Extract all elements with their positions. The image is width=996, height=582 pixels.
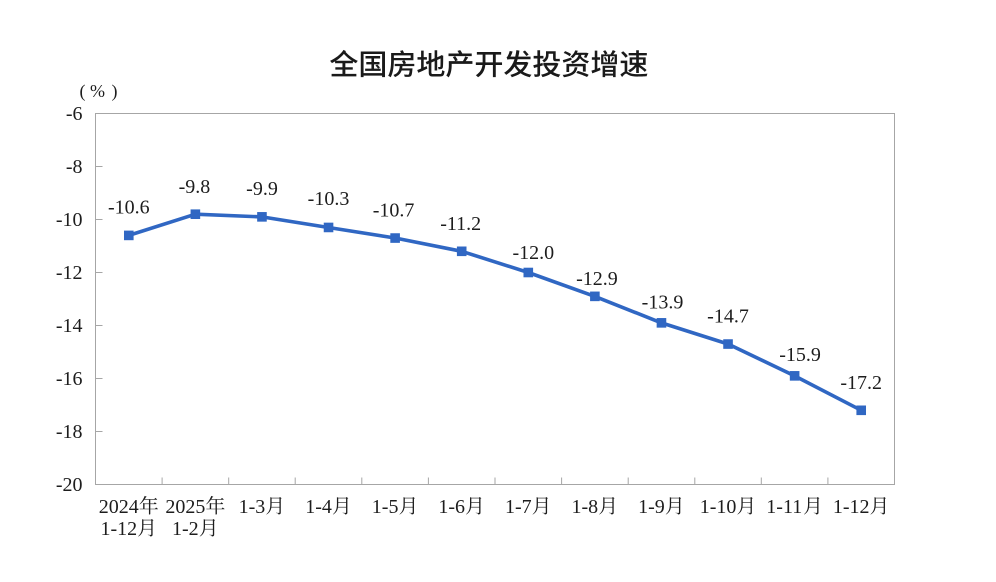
svg-text:1-2: 1-2: [172, 518, 199, 540]
svg-text:1-7: 1-7: [505, 496, 532, 518]
svg-text:-14.7: -14.7: [707, 306, 749, 328]
svg-text:): ): [112, 81, 118, 102]
svg-text:-12.0: -12.0: [512, 242, 554, 264]
svg-text:1-10: 1-10: [700, 496, 737, 518]
svg-text:-16: -16: [56, 368, 83, 390]
svg-text:-12.9: -12.9: [576, 268, 618, 290]
svg-text:-17.2: -17.2: [840, 372, 882, 394]
svg-text:-15.9: -15.9: [779, 344, 821, 366]
svg-text:-10: -10: [56, 209, 83, 231]
svg-text:1-8: 1-8: [572, 496, 599, 518]
svg-text:1-5: 1-5: [372, 496, 399, 518]
svg-text:1-4: 1-4: [305, 496, 332, 518]
svg-text:-14: -14: [56, 315, 83, 337]
svg-text:1-3: 1-3: [239, 496, 266, 518]
svg-text:-9.9: -9.9: [246, 178, 278, 200]
svg-text:2025: 2025: [165, 496, 205, 518]
svg-text:-8: -8: [66, 156, 83, 178]
svg-text:2024: 2024: [99, 496, 139, 518]
svg-text:1-11: 1-11: [766, 496, 802, 518]
svg-text:1-6: 1-6: [438, 496, 465, 518]
svg-text:1-9: 1-9: [638, 496, 665, 518]
svg-text:-12: -12: [56, 262, 83, 284]
svg-text:%: %: [90, 81, 105, 101]
svg-text:-18: -18: [56, 421, 83, 443]
svg-text:-10.6: -10.6: [108, 197, 150, 219]
svg-text:1-12: 1-12: [833, 496, 870, 518]
svg-text:-9.8: -9.8: [179, 176, 211, 198]
svg-text:-20: -20: [56, 474, 83, 496]
svg-text:(: (: [80, 81, 86, 102]
svg-text:-11.2: -11.2: [440, 213, 481, 235]
svg-text:-10.7: -10.7: [373, 199, 415, 221]
svg-text:-13.9: -13.9: [642, 291, 684, 313]
svg-text:-6: -6: [66, 103, 83, 125]
svg-text:-10.3: -10.3: [308, 188, 350, 210]
svg-text:1-12: 1-12: [101, 518, 138, 540]
